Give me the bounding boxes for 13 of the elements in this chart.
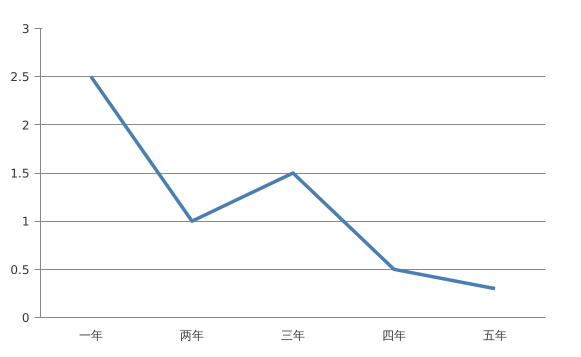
y-tick-label: 2.5 — [10, 70, 30, 84]
y-tick-label: 2 — [22, 118, 30, 132]
x-tick-label: 五年 — [483, 328, 507, 342]
x-tick-label: 两年 — [180, 328, 204, 342]
x-tick-label: 一年 — [79, 328, 103, 342]
x-tick-label: 四年 — [382, 328, 406, 342]
x-tick-label: 三年 — [281, 328, 305, 342]
y-tick-label: 0 — [22, 311, 30, 325]
y-tick-label: 3 — [22, 22, 30, 36]
y-tick-label: 1.5 — [10, 166, 30, 180]
y-tick-label: 1 — [22, 214, 30, 229]
y-tick-label: 0.5 — [10, 262, 30, 277]
line-series — [89, 74, 497, 290]
